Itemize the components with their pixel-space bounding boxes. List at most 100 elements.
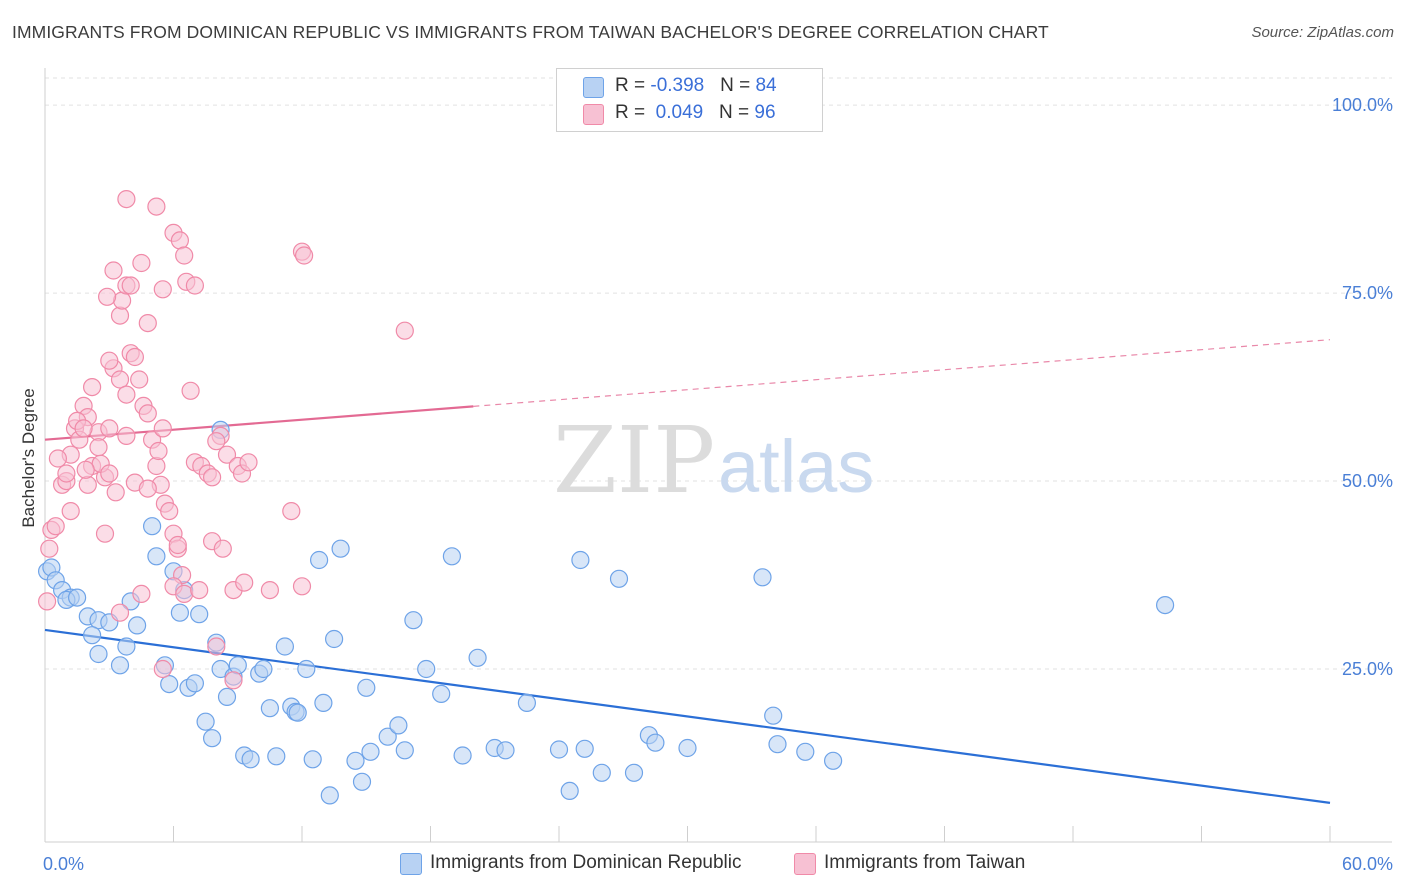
- point-dominican: [160, 674, 179, 694]
- legend-r-value: 0.049: [655, 102, 704, 123]
- axis-labels: 25.0% 50.0% 75.0% 100.0% 0.0% 60.0% Bachelor's…: [19, 95, 1393, 874]
- point-taiwan: [37, 592, 57, 611]
- point-taiwan: [138, 314, 157, 333]
- point-taiwan: [95, 524, 115, 543]
- point-dominican: [346, 751, 365, 770]
- point-dominican: [575, 739, 594, 758]
- point-taiwan: [74, 419, 93, 438]
- legend-n-value: 96: [754, 102, 776, 123]
- point-dominican: [417, 659, 436, 679]
- point-dominican: [404, 611, 423, 630]
- source-label: Source: ZipAtlas.com: [1251, 24, 1394, 41]
- point-taiwan: [207, 432, 226, 451]
- point-taiwan: [168, 535, 187, 555]
- point-taiwan: [147, 456, 166, 476]
- legend-n-label: N =: [719, 102, 755, 123]
- point-taiwan: [217, 445, 237, 464]
- chart-title: IMMIGRANTS FROM DOMINICAN REPUBLIC VS IM…: [12, 22, 1049, 42]
- point-taiwan: [40, 539, 59, 558]
- point-taiwan: [78, 475, 97, 494]
- point-taiwan: [147, 197, 166, 216]
- point-dominican: [796, 742, 815, 761]
- point-dominican: [314, 693, 333, 713]
- point-taiwan: [213, 539, 232, 558]
- point-taiwan: [121, 276, 140, 295]
- point-taiwan: [190, 580, 209, 600]
- point-dominican: [67, 588, 87, 607]
- bottom-legend-label: Immigrants from Dominican Republic: [430, 852, 742, 873]
- point-dominican: [432, 684, 451, 704]
- point-taiwan: [132, 253, 151, 273]
- point-taiwan: [100, 419, 119, 438]
- point-taiwan: [100, 351, 119, 370]
- point-dominican: [517, 693, 537, 713]
- point-taiwan: [292, 577, 312, 596]
- point-dominican: [496, 741, 515, 760]
- point-taiwan: [89, 438, 108, 457]
- y-tick-label: 50.0%: [1342, 471, 1393, 491]
- trend-line-taiwan-solid: [44, 405, 474, 441]
- point-taiwan: [104, 261, 123, 280]
- point-dominican: [753, 568, 772, 587]
- x-tick-label-left: 0.0%: [43, 854, 84, 874]
- point-dominican: [267, 747, 286, 766]
- point-dominican: [228, 656, 247, 675]
- point-taiwan: [48, 449, 68, 468]
- point-taiwan: [106, 483, 125, 502]
- point-dominican: [560, 781, 579, 801]
- point-dominican: [468, 648, 487, 667]
- point-taiwan: [57, 464, 76, 483]
- point-dominican: [378, 727, 397, 746]
- point-taiwan: [175, 246, 194, 265]
- point-taiwan: [235, 573, 254, 592]
- point-taiwan: [239, 453, 258, 472]
- point-taiwan: [295, 246, 314, 265]
- point-dominican: [395, 741, 414, 760]
- point-dominican: [624, 763, 644, 782]
- legend-n-value: 84: [755, 75, 777, 96]
- point-dominican: [453, 746, 472, 765]
- legend-r-value: -0.398: [650, 75, 705, 96]
- point-taiwan: [117, 190, 136, 209]
- point-taiwan: [138, 479, 157, 498]
- point-taiwan: [82, 378, 102, 397]
- point-dominican: [196, 712, 215, 731]
- point-dominican: [768, 735, 787, 754]
- point-taiwan: [260, 580, 279, 600]
- trend-line-dominican: [44, 628, 1331, 804]
- point-dominican: [331, 539, 350, 558]
- bottom-legend-label: Immigrants from Taiwan: [824, 852, 1026, 873]
- bottom-legend-swatch-pink: [794, 853, 816, 875]
- legend-r-label: R =: [615, 102, 651, 123]
- legend-swatch-pink: [583, 104, 604, 125]
- point-taiwan: [153, 419, 172, 438]
- point-dominican: [185, 674, 204, 693]
- point-dominican: [128, 616, 147, 635]
- point-dominican: [117, 637, 136, 656]
- point-taiwan: [125, 347, 144, 367]
- point-taiwan: [153, 280, 172, 299]
- point-taiwan: [185, 276, 204, 295]
- point-taiwan: [100, 464, 119, 483]
- point-taiwan: [110, 370, 130, 389]
- point-dominican: [325, 629, 344, 649]
- watermark-zip: ZIP: [553, 407, 715, 514]
- point-taiwan: [395, 321, 414, 340]
- point-dominican: [764, 706, 783, 725]
- y-axis-label: Bachelor's Degree: [19, 388, 38, 527]
- point-taiwan: [149, 441, 168, 461]
- point-taiwan: [282, 502, 301, 521]
- point-taiwan: [224, 671, 243, 690]
- point-dominican: [442, 547, 461, 566]
- point-taiwan: [132, 584, 151, 604]
- point-taiwan: [76, 460, 95, 479]
- stats-legend: R = -0.398 N = 84 R = 0.049 N = 96: [556, 68, 823, 132]
- point-dominican: [275, 637, 294, 656]
- legend-n-label: N =: [720, 75, 756, 96]
- point-taiwan: [117, 426, 136, 445]
- point-dominican: [361, 742, 380, 761]
- point-dominican: [147, 547, 166, 566]
- point-dominican: [352, 772, 372, 791]
- point-dominican: [357, 678, 376, 697]
- point-dominican: [217, 687, 237, 707]
